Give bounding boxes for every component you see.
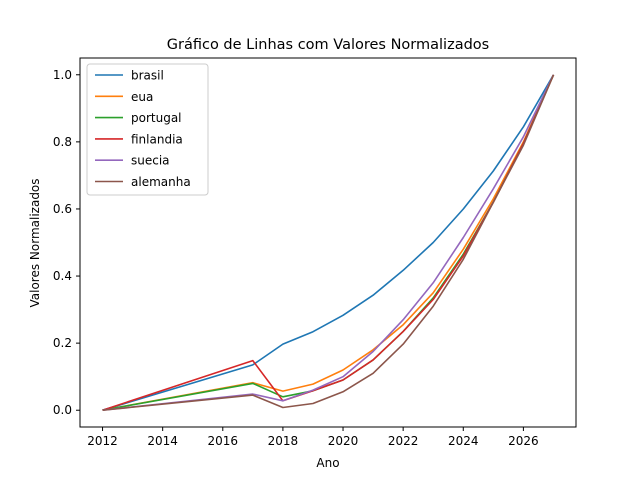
y-axis-ticks: 0.0 0.2 0.4 0.6 0.8 1.0 bbox=[53, 68, 80, 417]
x-tick-label: 2012 bbox=[87, 434, 118, 448]
series-line-alemanha bbox=[102, 74, 555, 411]
x-tick-label: 2016 bbox=[208, 434, 239, 448]
series-line-eua bbox=[102, 74, 555, 411]
y-tick-label: 0.0 bbox=[53, 403, 72, 417]
y-tick-label: 0.8 bbox=[53, 135, 72, 149]
y-tick-label: 0.4 bbox=[53, 269, 72, 283]
legend-label: eua bbox=[131, 90, 153, 104]
legend-label: suecia bbox=[131, 154, 170, 168]
legend-label: alemanha bbox=[131, 175, 191, 189]
x-axis-label: Ano bbox=[316, 456, 339, 470]
x-tick-label: 2020 bbox=[328, 434, 359, 448]
y-axis-label: Valores Normalizados bbox=[28, 178, 42, 307]
x-tick-label: 2024 bbox=[448, 434, 479, 448]
series-lines bbox=[102, 74, 555, 411]
legend-label: brasil bbox=[131, 69, 164, 83]
series-line-suecia bbox=[102, 74, 555, 411]
legend-label: finlandia bbox=[131, 132, 183, 146]
x-tick-label: 2022 bbox=[388, 434, 419, 448]
y-tick-label: 0.2 bbox=[53, 336, 72, 350]
chart-title: Gráfico de Linhas com Valores Normalizad… bbox=[167, 37, 489, 53]
series-line-brasil bbox=[102, 74, 555, 411]
x-axis-ticks: 2012 2014 2016 2018 2020 2022 2024 2026 bbox=[87, 427, 539, 448]
x-tick-label: 2018 bbox=[268, 434, 299, 448]
x-tick-label: 2014 bbox=[147, 434, 178, 448]
x-tick-label: 2026 bbox=[508, 434, 539, 448]
legend-label: portugal bbox=[131, 111, 182, 125]
plot-area-frame bbox=[79, 57, 577, 428]
y-tick-label: 0.6 bbox=[53, 202, 72, 216]
y-tick-label: 1.0 bbox=[53, 68, 72, 82]
legend: brasil eua portugal finlandia suecia alemanha bbox=[86, 63, 209, 196]
